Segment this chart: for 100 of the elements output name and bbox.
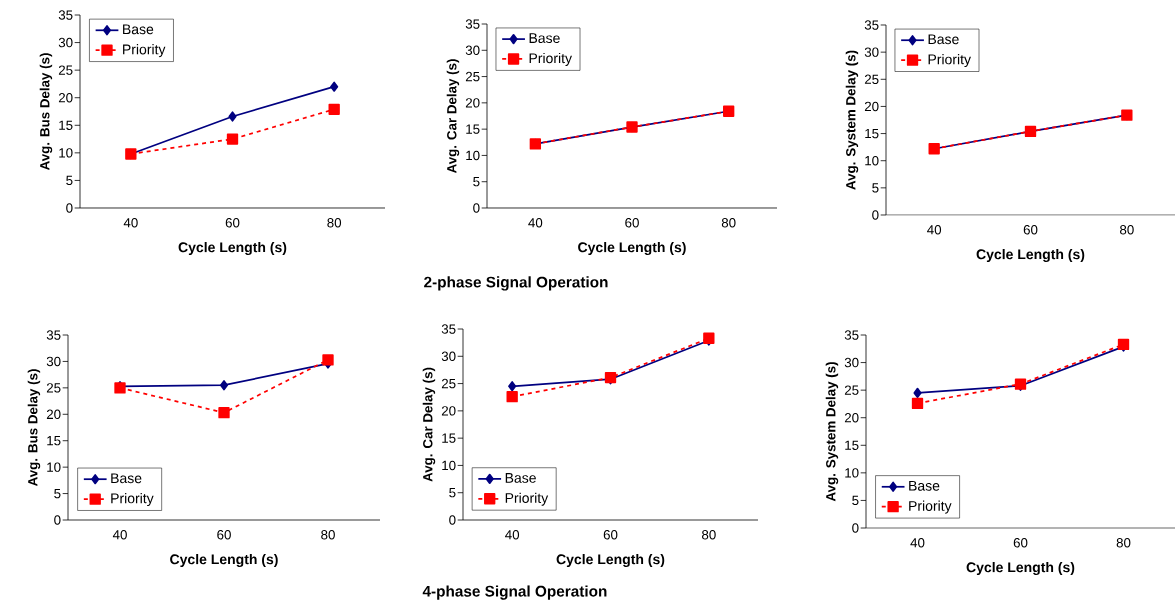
y-tick-label: 35	[441, 324, 456, 334]
legend-label: Priority	[111, 493, 154, 507]
legend-label: Base	[123, 24, 154, 35]
legend-label: Base	[111, 473, 142, 484]
y-tick-label: 0	[473, 203, 480, 213]
x-tick-label: 40	[505, 530, 520, 540]
x-tick-label: 80	[327, 218, 342, 228]
y-axis-title: Avg. Bus Delay (s)	[27, 369, 41, 487]
point	[911, 397, 924, 410]
legend-label: Priority	[529, 52, 572, 66]
y-tick-label: 25	[46, 383, 61, 393]
y-tick-label: 25	[58, 65, 73, 75]
x-tick-label: 80	[321, 530, 335, 540]
y-tick-label: 10	[466, 150, 480, 161]
point	[218, 407, 230, 419]
y-tick-label: 0	[449, 515, 456, 525]
y-tick-label: 25	[441, 378, 456, 389]
y-tick-label: 5	[449, 488, 456, 498]
x-axis-title: Cycle Length (s)	[966, 561, 1075, 576]
y-axis-title: Avg. Car Delay (s)	[446, 59, 460, 174]
y-tick-label: 20	[46, 409, 61, 419]
y-tick-label: 30	[58, 37, 73, 48]
y-axis-title: Avg. Car Delay (s)	[422, 367, 436, 482]
x-tick-label: 40	[112, 530, 127, 540]
y-tick-label: 20	[465, 98, 480, 108]
legend-label: Priority	[505, 492, 549, 506]
y-tick-label: 10	[865, 156, 879, 166]
x-tick-label: 60	[225, 218, 240, 228]
y-axis-title: Avg. Bus Delay (s)	[39, 53, 53, 171]
y-tick-label: 35	[58, 10, 73, 20]
text: 4-phase Signal Operation	[422, 585, 607, 600]
point	[330, 81, 339, 92]
y-tick-label: 0	[872, 210, 879, 220]
legend-label: Base	[928, 34, 959, 45]
x-tick-label: 80	[1116, 538, 1131, 548]
y-tick-label: 20	[58, 93, 73, 103]
y-tick-label: 15	[442, 433, 456, 443]
y-tick-label: 5	[54, 488, 61, 499]
y-tick-label: 30	[441, 351, 456, 362]
x-tick-label: 80	[721, 218, 736, 228]
point	[506, 391, 518, 403]
x-tick-label: 40	[910, 538, 925, 548]
x-axis-title: Cycle Length (s)	[178, 241, 287, 256]
point	[328, 103, 340, 115]
point	[508, 381, 517, 392]
legend-label: Base	[529, 33, 560, 44]
x-axis-title: Cycle Length (s)	[976, 248, 1085, 263]
y-tick-label: 15	[865, 128, 879, 139]
y-tick-label: 30	[864, 47, 879, 57]
y-tick-label: 30	[844, 357, 859, 368]
y-tick-label: 35	[465, 19, 480, 29]
y-tick-label: 0	[66, 203, 73, 213]
y-tick-label: 20	[441, 406, 456, 416]
y-tick-label: 0	[54, 515, 61, 525]
x-tick-label: 60	[217, 530, 231, 540]
y-tick-label: 20	[844, 413, 859, 423]
y-tick-label: 15	[845, 440, 859, 450]
y-tick-label: 5	[872, 183, 879, 193]
x-axis-title: Cycle Length (s)	[578, 241, 686, 256]
x-axis-title: Cycle Length (s)	[556, 553, 665, 568]
x-tick-label: 60	[603, 530, 618, 540]
x-tick-label: 80	[702, 530, 716, 540]
y-tick-label: 0	[852, 523, 859, 533]
y-tick-label: 5	[473, 177, 480, 187]
legend-label: Priority	[928, 54, 971, 68]
y-tick-label: 10	[442, 460, 456, 471]
legend-label: Base	[909, 480, 940, 491]
x-tick-label: 60	[1013, 538, 1028, 548]
y-tick-label: 15	[466, 124, 480, 134]
x-tick-label: 40	[927, 225, 942, 235]
y-tick-label: 10	[845, 468, 859, 478]
y-tick-label: 15	[59, 120, 73, 130]
x-tick-label: 80	[1120, 225, 1134, 235]
x-tick-label: 40	[528, 218, 543, 228]
y-tick-label: 25	[844, 385, 859, 395]
y-tick-label: 5	[66, 175, 73, 186]
y-tick-label: 10	[47, 462, 61, 472]
y-tick-label: 25	[465, 71, 480, 82]
y-tick-label: 30	[465, 45, 480, 55]
y-tick-label: 15	[47, 436, 61, 446]
point	[322, 354, 334, 366]
legend-label: Base	[505, 473, 536, 483]
y-tick-label: 10	[59, 148, 73, 158]
x-tick-label: 60	[1023, 225, 1038, 235]
point	[219, 380, 229, 391]
y-tick-label: 35	[46, 330, 61, 340]
legend-label: Priority	[909, 500, 952, 514]
y-tick-label: 30	[46, 356, 61, 367]
y-axis-title: Avg. System Delay (s)	[825, 362, 839, 502]
x-axis-title: Cycle Length (s)	[170, 553, 278, 568]
y-axis-title: Avg. System Delay (s)	[845, 50, 859, 190]
y-tick-label: 35	[844, 330, 859, 340]
point	[226, 133, 239, 145]
y-tick-label: 20	[864, 101, 879, 112]
point	[228, 111, 237, 122]
y-tick-label: 25	[864, 74, 879, 84]
y-tick-label: 35	[864, 20, 879, 30]
point	[913, 387, 922, 399]
y-tick-label: 5	[852, 495, 859, 506]
x-tick-label: 60	[625, 218, 639, 228]
